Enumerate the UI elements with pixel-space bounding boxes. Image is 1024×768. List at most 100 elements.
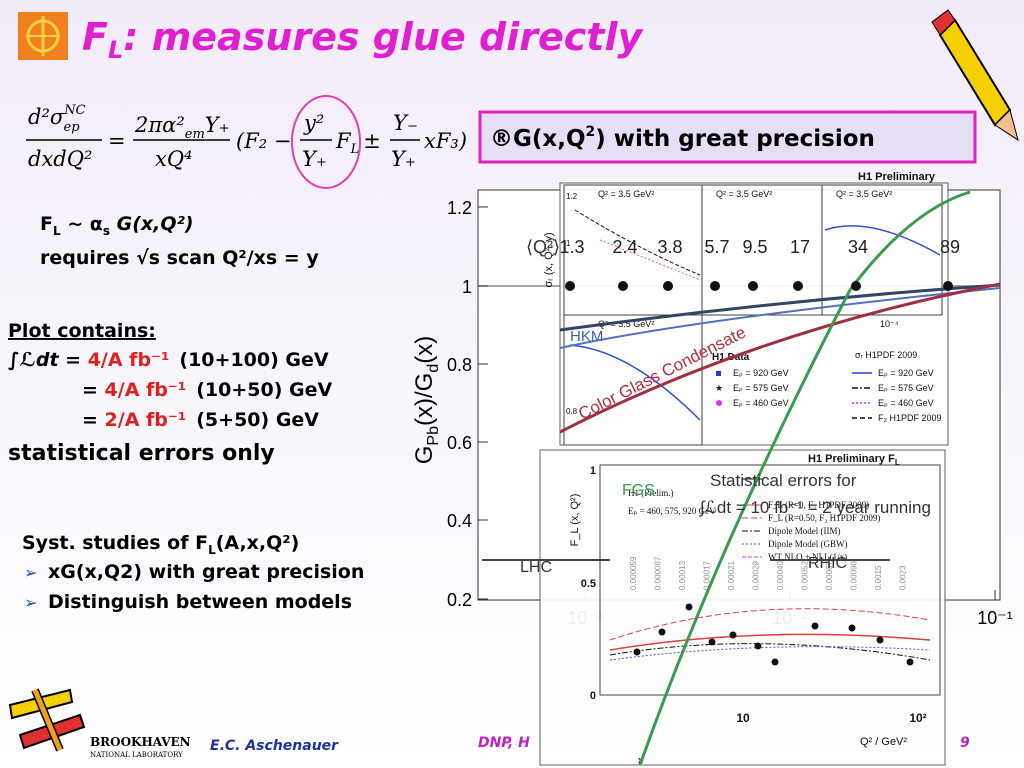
y-tick-label: 0.2 (447, 590, 472, 610)
q2-point (710, 281, 720, 291)
eq-text: FL ± (335, 129, 381, 157)
eq-part: ± (363, 129, 381, 153)
lumi-line: = 4/A fb⁻¹ (10+50) GeV (82, 379, 333, 401)
author: E.C. Aschenauer (210, 738, 339, 754)
inset-y-label: F_L (x, Q²) (569, 494, 581, 547)
inset-y-tick: 1.2 (566, 192, 578, 201)
model-curves (482, 190, 1001, 766)
pencil (931, 9, 1019, 142)
inset-x-tick: 10² (909, 711, 926, 725)
q2-point (943, 281, 953, 291)
inset-y-tick: 0.8 (566, 407, 578, 416)
title-text: : measures glue directly (123, 15, 644, 59)
bullet-icon: ➢ (24, 563, 37, 582)
inset-y-tick: 0 (590, 690, 596, 702)
eq-part: 2πα² (134, 113, 185, 137)
inset-bottom: H1 Preliminary FL F_L (x, Q²) Q² / GeV² … (539, 449, 946, 766)
note-part: Syst. studies of F (22, 532, 208, 554)
bullet: xG(x,Q2) with great precision (48, 561, 364, 583)
panel-label: Q² = 3.5 GeV² (716, 189, 772, 199)
panel (821, 184, 943, 316)
x-value-label: 0.00021 (727, 561, 736, 590)
callout-text: ) with great precision (595, 126, 875, 152)
q2-value: 3.8 (657, 237, 682, 257)
eq-text: d²σNC ep (28, 103, 86, 135)
q2-point (793, 281, 803, 291)
note-line: Syst. studies of FL(A,x,Q²) (22, 532, 299, 557)
legend-label: Eₚ = 460 GeV (733, 398, 789, 408)
model-curve (569, 344, 701, 421)
q2-value: 5.7 (704, 237, 729, 257)
model-curve (609, 646, 931, 661)
y-tick-label: 1 (462, 277, 472, 297)
model-curve (824, 225, 941, 256)
q2-point (663, 281, 673, 291)
y-tick-label: 0.4 (447, 511, 472, 531)
model-curve (609, 633, 931, 651)
notes: FL ~ αs G(x,Q²) requires √s scan Q²/xs =… (8, 213, 364, 613)
y-label-part: G (411, 446, 438, 465)
bullet: Distinguish between models (48, 591, 352, 613)
eq-part: Y₊ (205, 113, 230, 137)
note-part: (A,x,Q²) (216, 532, 300, 554)
eq-part: ep (64, 120, 81, 135)
fgs-label: FGS (622, 482, 655, 499)
legend-label: Eₚ = 460, 575, 920 GeV (628, 506, 716, 516)
note-part: L (208, 543, 216, 557)
q2-value: 1.3 (559, 237, 584, 257)
q2-point (748, 281, 758, 291)
q2-values: 1.3 2.4 3.8 5.7 9.5 17 34 89 (559, 237, 960, 291)
inset-y-label: σᵣ (x, Q², y) (543, 232, 555, 287)
callout: ®G(x,Q2) with great precision (490, 124, 875, 152)
q2-value: 17 (790, 237, 810, 257)
panel-label: Q² = 3.5 GeV² (598, 189, 654, 199)
lumi-energy: (5+50) GeV (196, 409, 319, 431)
x-value-label: 0.00090 (850, 561, 859, 590)
eq-part: Y₊ (391, 147, 416, 171)
meeting: DNP, H (478, 735, 530, 751)
inset-title: H1 Preliminary (858, 171, 936, 183)
y-label-part: d (425, 364, 442, 373)
y-label-part: (x)/G (411, 373, 438, 426)
legend-label: Eₚ = 575 GeV (733, 383, 789, 393)
legend-label: Eₚ = 575 GeV (878, 383, 934, 393)
x-value-label: 0.00067 (825, 561, 834, 590)
equation: d²σNC ep dxdQ² = 2πα²emY₊ xQ⁴ (F₂ − y² Y₊… (26, 103, 467, 171)
x-value-label: 0.000087 (654, 556, 663, 590)
q2-point (618, 281, 628, 291)
lab-name: BROOKHAVEN (90, 735, 191, 749)
x-value-label: 0.00017 (703, 561, 712, 590)
eq-part: = (108, 129, 126, 153)
lumi-value: 2/A fb⁻¹ (105, 409, 187, 431)
legend-label: Eₚ = 920 GeV (878, 368, 934, 378)
inset-labels: Q² = 3.5 GeV² Q² = 3.5 GeV² Q² = 3.5 GeV² Q… (566, 189, 942, 423)
callout-text: G(x,Q (513, 126, 586, 152)
y-tick-label: 0.6 (447, 433, 472, 453)
lab-sub: NATIONAL LABORATORY (90, 751, 183, 759)
eq-part: L (350, 142, 360, 157)
model-curve (609, 608, 931, 641)
curve (559, 283, 1001, 332)
eq-part: xF₃) (424, 129, 467, 153)
y-label-part: Pb (425, 426, 442, 446)
legend-label: Dipole Model (IIM) (768, 526, 840, 536)
note-line: FL ~ αs G(x,Q²) (40, 213, 194, 238)
x-tick-label: 10⁻¹ (977, 608, 1013, 628)
eq-part: d²σ (28, 105, 65, 129)
inset-axes (599, 464, 941, 696)
y-tick-label: 1.2 (447, 198, 472, 218)
title: FL: measures glue directly (82, 15, 644, 64)
lumi-pre: = (82, 379, 105, 401)
q2-value: 9.5 (742, 237, 767, 257)
legend-label: F_L (R=0, F₂ H1PDF 2009) (768, 500, 869, 510)
bullets: ➢ xG(x,Q2) with great precision ➢ Distingui… (24, 561, 364, 613)
model-curve (609, 643, 931, 661)
x-value-label: 0.00029 (752, 561, 761, 590)
pencils (8, 688, 86, 752)
eq-part: (F₂ − (236, 129, 291, 153)
x-value-label: 0.0015 (874, 565, 883, 590)
note-part: L (53, 224, 61, 238)
q2-point (851, 281, 861, 291)
note-line: requires √s scan Q²/xs = y (40, 247, 319, 269)
bullet-icon: ➢ (24, 593, 37, 612)
